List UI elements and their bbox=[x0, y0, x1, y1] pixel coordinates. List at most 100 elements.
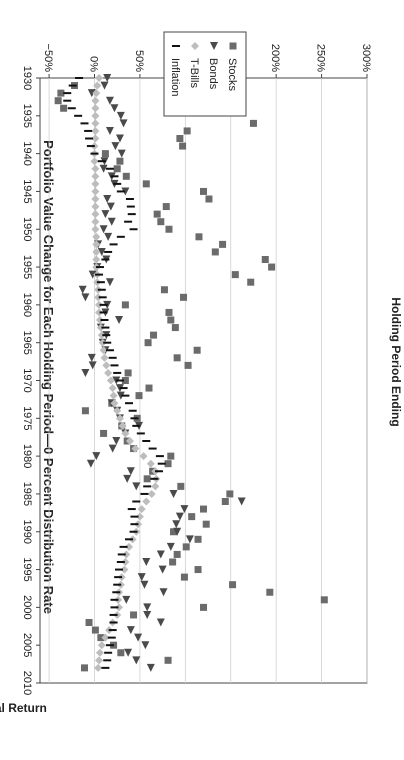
inflation-point bbox=[125, 198, 134, 200]
inflation-point bbox=[130, 523, 139, 526]
t-bills-point bbox=[91, 96, 100, 105]
inflation-point bbox=[63, 99, 72, 102]
t-bills-point bbox=[108, 384, 117, 393]
x-tick-label: 1980 bbox=[21, 444, 33, 468]
t-bills-point bbox=[125, 437, 134, 445]
inflation-point bbox=[108, 629, 117, 632]
t-bills-point bbox=[94, 293, 103, 302]
stocks-point bbox=[121, 301, 129, 309]
x-axis-ticks: 1930 1935 1940 1945 1950 1955 1960 1965 1970 1975… bbox=[21, 66, 40, 695]
inflation-point bbox=[113, 583, 122, 586]
bonds-point bbox=[99, 164, 108, 173]
x-tick-label: 2005 bbox=[21, 633, 33, 657]
t-bills-point bbox=[135, 512, 144, 521]
inflation-point bbox=[75, 77, 84, 79]
inflation-point bbox=[116, 190, 125, 193]
bonds-point bbox=[103, 195, 112, 203]
bonds-point bbox=[108, 444, 117, 453]
t-bills-point bbox=[91, 111, 100, 120]
bonds-point bbox=[112, 437, 121, 445]
t-bills-point bbox=[146, 459, 155, 468]
bonds-point bbox=[126, 626, 135, 635]
stocks-point bbox=[122, 172, 130, 180]
legend-bonds-marker bbox=[210, 42, 218, 50]
stocks-point bbox=[180, 573, 188, 581]
inflation-point bbox=[142, 440, 151, 442]
bonds-point bbox=[141, 641, 150, 650]
t-bills-point bbox=[137, 505, 146, 514]
t-bills-point bbox=[106, 376, 115, 385]
t-bills-point bbox=[91, 202, 100, 211]
inflation-point bbox=[80, 122, 89, 125]
inflation-point bbox=[154, 470, 163, 473]
inflation-point bbox=[129, 228, 138, 231]
bonds-point bbox=[156, 618, 165, 627]
bonds-point bbox=[172, 520, 181, 529]
inflation-point bbox=[107, 636, 116, 639]
bonds-point bbox=[119, 119, 128, 128]
x-tick-label: 1935 bbox=[21, 104, 33, 128]
inflation-point bbox=[127, 508, 136, 511]
stocks-point bbox=[202, 520, 210, 528]
stocks-point bbox=[144, 339, 152, 347]
inflation-point bbox=[99, 303, 108, 306]
inflation-point bbox=[97, 288, 106, 291]
bonds-point bbox=[132, 656, 141, 665]
bonds-point bbox=[123, 474, 132, 483]
inflation-point bbox=[101, 326, 110, 329]
legend-t-bills-marker bbox=[191, 42, 199, 50]
inflation-point bbox=[114, 576, 123, 579]
t-bills-point bbox=[101, 633, 110, 642]
stocks-point bbox=[205, 195, 213, 203]
inflation-point bbox=[97, 160, 106, 163]
t-bills-point bbox=[91, 134, 100, 143]
stocks-point bbox=[101, 150, 109, 158]
stocks-point bbox=[211, 248, 219, 256]
bonds-point bbox=[156, 550, 165, 559]
bonds-point bbox=[100, 81, 109, 90]
inflation-point bbox=[103, 341, 112, 344]
bonds-point bbox=[169, 489, 178, 498]
inflation-point bbox=[109, 243, 118, 246]
t-bills-point bbox=[142, 497, 151, 506]
t-bills-point bbox=[139, 452, 148, 461]
inflation-point bbox=[115, 568, 124, 571]
t-bills-point bbox=[121, 558, 130, 566]
inflation-point bbox=[105, 349, 114, 352]
inflation-point bbox=[99, 311, 108, 314]
legend-bonds-label: Bonds bbox=[207, 58, 219, 90]
stocks-point bbox=[231, 271, 239, 279]
inflation-point bbox=[95, 266, 104, 269]
inflation-point bbox=[124, 220, 133, 223]
x-tick-label: 1950 bbox=[21, 217, 33, 241]
stocks-point bbox=[150, 331, 158, 339]
stocks-point bbox=[229, 581, 237, 589]
x-tick-label: 2000 bbox=[21, 595, 33, 619]
bonds-point bbox=[110, 104, 119, 113]
inflation-point bbox=[132, 500, 141, 503]
t-bills-point bbox=[91, 179, 100, 188]
t-bills-point bbox=[91, 210, 100, 219]
legend-inflation-label: Inflation bbox=[169, 58, 181, 97]
stocks-point bbox=[247, 278, 255, 286]
stocks-point bbox=[219, 240, 227, 248]
bonds-point bbox=[103, 74, 112, 82]
legend-stocks-marker bbox=[229, 42, 237, 50]
legend-stocks-label: Stocks bbox=[226, 58, 238, 92]
bonds-point bbox=[143, 603, 152, 612]
inflation-point bbox=[84, 129, 93, 132]
bonds-point bbox=[237, 497, 246, 506]
t-bills-point bbox=[92, 232, 101, 241]
t-bills-point bbox=[96, 323, 105, 332]
stocks-point bbox=[182, 543, 190, 551]
bonds-point bbox=[97, 247, 106, 256]
bonds-point bbox=[166, 542, 175, 551]
stocks-point bbox=[162, 203, 170, 211]
y-tick-label: 250% bbox=[315, 44, 327, 72]
inflation-point bbox=[115, 379, 124, 382]
bonds-point bbox=[104, 232, 113, 241]
y-tick-label: −50% bbox=[42, 44, 54, 73]
bonds-point bbox=[105, 126, 114, 135]
t-bills-point bbox=[95, 300, 104, 309]
